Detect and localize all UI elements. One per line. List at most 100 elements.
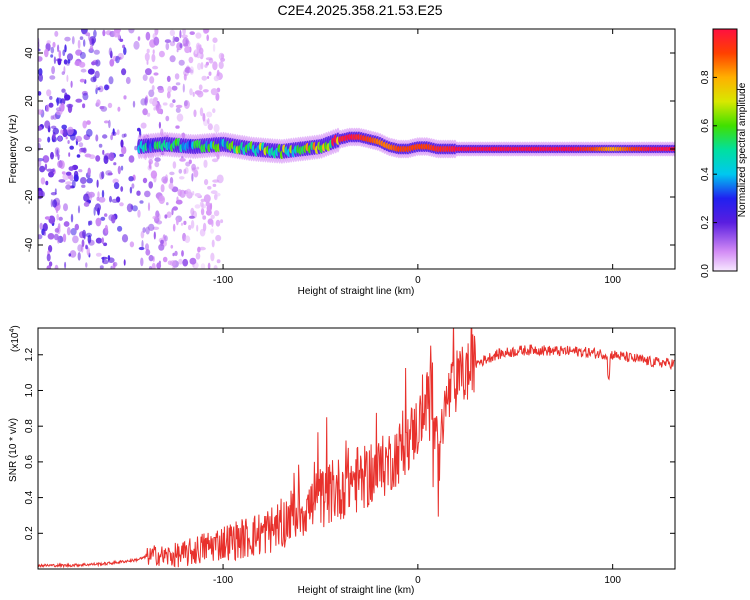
noise-blob (63, 203, 68, 212)
noise-blob (111, 214, 116, 224)
noise-blob (204, 64, 208, 68)
noise-blob (95, 134, 99, 142)
noise-blob (190, 219, 195, 229)
noise-blob (125, 76, 131, 85)
noise-blob (142, 227, 146, 233)
noise-blob (180, 222, 184, 226)
noise-blob (194, 90, 202, 95)
noise-blob (199, 107, 204, 117)
noise-blob (79, 36, 84, 40)
noise-blob (77, 205, 81, 214)
noise-blob (208, 71, 212, 76)
noise-blob (60, 102, 65, 112)
noise-blob (176, 217, 179, 226)
noise-blob (65, 181, 72, 185)
noise-blob (162, 256, 168, 263)
noise-blob (210, 252, 215, 262)
noise-blob (188, 215, 195, 219)
noise-blob (77, 39, 81, 49)
noise-blob (179, 158, 186, 162)
noise-blob (213, 123, 220, 133)
noise-blob (54, 264, 59, 269)
noise-blob (189, 257, 197, 265)
noise-blob (103, 155, 109, 165)
noise-blob (86, 128, 93, 137)
noise-blob (196, 224, 199, 232)
noise-blob (66, 74, 69, 82)
noise-blob (53, 233, 59, 241)
noise-blob (182, 83, 185, 93)
noise-blob (149, 76, 155, 84)
noise-blob (168, 182, 174, 190)
spectrogram-panel: -100 0 100 -40 -20 0 20 40 Height of straight l… (8, 28, 676, 297)
noise-blob (202, 112, 206, 122)
noise-blob (188, 56, 194, 64)
noise-blob (89, 220, 93, 226)
noise-blob (117, 165, 121, 175)
figure-title: C2E4.2025.358.21.53.E25 (277, 2, 442, 18)
x-tick-label: -100 (213, 575, 233, 586)
noise-blob (200, 263, 206, 269)
noise-blob (109, 195, 112, 203)
noise-blob (98, 143, 103, 148)
noise-blob (68, 166, 75, 172)
noise-blob (155, 103, 162, 111)
noise-blob (52, 199, 57, 208)
noise-blob (86, 247, 91, 256)
noise-blob (144, 52, 150, 62)
noise-blob (210, 88, 218, 96)
noise-blob (179, 176, 185, 180)
noise-blob (211, 158, 219, 163)
noise-blob (165, 115, 170, 122)
noise-blob (80, 68, 87, 73)
noise-blob (110, 134, 113, 141)
noise-blob (146, 48, 150, 54)
noise-blob (38, 109, 43, 115)
noise-blob (56, 97, 59, 106)
noise-blob (145, 249, 151, 256)
noise-blob (165, 42, 170, 51)
noise-blob (50, 54, 54, 58)
noise-blob (198, 84, 203, 91)
noise-blob (140, 98, 147, 106)
noise-blob (184, 100, 188, 107)
noise-blob (193, 109, 197, 118)
noise-blob (90, 38, 95, 46)
noise-blob (90, 76, 97, 83)
noise-blob (50, 199, 54, 208)
noise-blob (47, 136, 51, 143)
noise-blob (176, 113, 184, 122)
noise-blob (67, 59, 71, 64)
noise-blob (86, 120, 91, 125)
noise-blob (205, 57, 213, 61)
noise-blob (131, 183, 135, 189)
noise-blob (40, 191, 45, 198)
noise-blob (120, 165, 124, 171)
noise-blob (89, 45, 94, 52)
colorbar: 0.0 0.2 0.4 0.6 0.8 Normalized spectral ampl… (700, 28, 748, 278)
noise-blob (73, 174, 79, 182)
noise-blob (202, 222, 207, 232)
noise-blob (129, 241, 135, 248)
noise-blob (145, 68, 152, 76)
x-tick-label: 100 (604, 575, 621, 586)
noise-blob (128, 29, 135, 34)
snr-panel: -100 0 100 0.2 0.4 0.6 0.8 1.0 1.2 (x104) Height… (8, 325, 676, 596)
noise-blob (181, 34, 188, 39)
noise-blob (95, 155, 101, 162)
noise-blob (83, 39, 86, 47)
noise-blob (172, 99, 176, 103)
noise-blob (179, 30, 182, 39)
noise-blob (151, 262, 156, 269)
noise-blob (44, 163, 48, 171)
spectrogram-image (38, 29, 675, 269)
noise-blob (95, 237, 102, 244)
noise-blob (61, 88, 66, 93)
noise-blob (102, 134, 108, 139)
noise-blob (38, 91, 42, 96)
noise-blob (44, 48, 49, 58)
noise-blob (182, 29, 186, 36)
noise-blob (140, 257, 144, 267)
y-tick-label: 0 (24, 146, 35, 152)
noise-blob (101, 237, 104, 244)
